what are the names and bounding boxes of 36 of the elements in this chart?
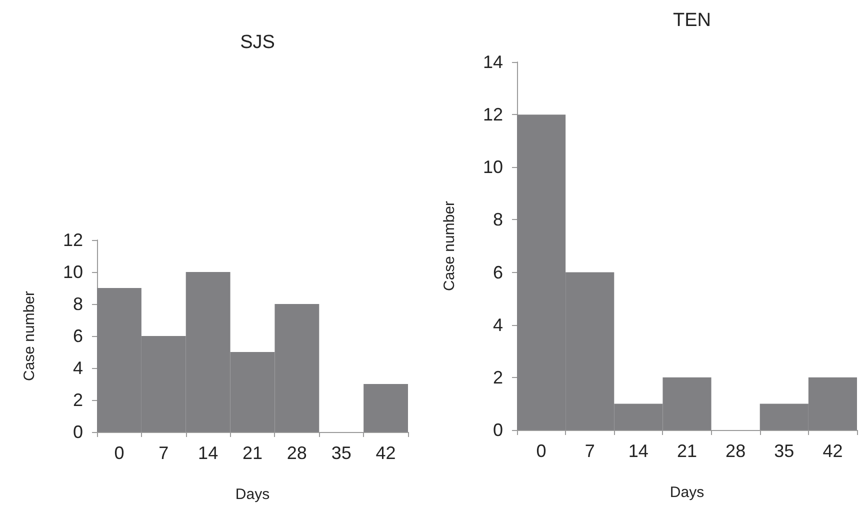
x-axis-title: Days xyxy=(235,486,270,503)
y-tick-label: 0 xyxy=(492,420,503,440)
y-tick-label: 14 xyxy=(482,52,503,72)
y-axis-title: Case number xyxy=(21,290,38,382)
y-tick-label: 4 xyxy=(72,358,83,378)
y-tick-label: 2 xyxy=(492,367,503,388)
y-tick-label: 4 xyxy=(492,314,503,335)
y-tick-label: 2 xyxy=(72,390,83,410)
y-tick-label: 6 xyxy=(72,326,83,346)
x-tick-label: 0 xyxy=(536,441,546,461)
y-tick-label: 8 xyxy=(492,210,503,230)
x-tick-label: 28 xyxy=(726,441,746,461)
x-tick-label: 7 xyxy=(158,443,169,463)
x-tick-label: 14 xyxy=(628,441,648,461)
y-tick-label: 6 xyxy=(492,262,503,282)
y-tick-label: 10 xyxy=(482,157,503,178)
y-tick-label: 12 xyxy=(62,230,83,250)
x-axis-title: Days xyxy=(670,484,704,501)
x-tick-label: 42 xyxy=(822,441,843,461)
x-tick-label: 0 xyxy=(114,443,124,463)
y-tick-label: 12 xyxy=(482,104,503,125)
chart-title: SJS xyxy=(240,32,275,53)
x-tick-label: 35 xyxy=(331,443,352,463)
bar xyxy=(364,384,408,432)
chart-title: TEN xyxy=(673,10,711,31)
x-tick-label: 21 xyxy=(676,441,698,461)
x-tick-label: 35 xyxy=(774,441,794,461)
y-tick-label: 8 xyxy=(72,294,83,314)
y-tick-label: 10 xyxy=(62,262,83,282)
y-axis-title: Case number xyxy=(441,200,458,292)
x-tick-label: 7 xyxy=(584,441,595,461)
x-tick-label: 21 xyxy=(242,443,263,463)
x-tick-label: 42 xyxy=(376,443,396,463)
x-tick-label: 14 xyxy=(198,443,218,463)
x-tick-label: 28 xyxy=(286,443,307,463)
y-tick-label: 0 xyxy=(72,422,83,442)
